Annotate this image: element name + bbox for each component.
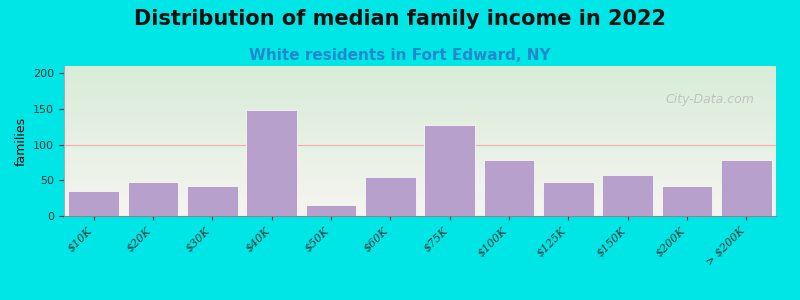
Bar bbox=[662, 186, 712, 216]
Bar bbox=[365, 177, 415, 216]
Bar bbox=[425, 125, 475, 216]
Bar bbox=[187, 186, 238, 216]
Text: Distribution of median family income in 2022: Distribution of median family income in … bbox=[134, 9, 666, 29]
Bar bbox=[484, 160, 534, 216]
Text: City-Data.com: City-Data.com bbox=[666, 93, 754, 106]
Bar bbox=[128, 182, 178, 216]
Y-axis label: families: families bbox=[14, 116, 27, 166]
Bar bbox=[246, 110, 297, 216]
Text: White residents in Fort Edward, NY: White residents in Fort Edward, NY bbox=[249, 48, 551, 63]
Bar bbox=[69, 191, 119, 216]
Bar bbox=[721, 160, 771, 216]
Bar bbox=[602, 175, 653, 216]
Bar bbox=[543, 182, 594, 216]
Bar bbox=[306, 205, 356, 216]
